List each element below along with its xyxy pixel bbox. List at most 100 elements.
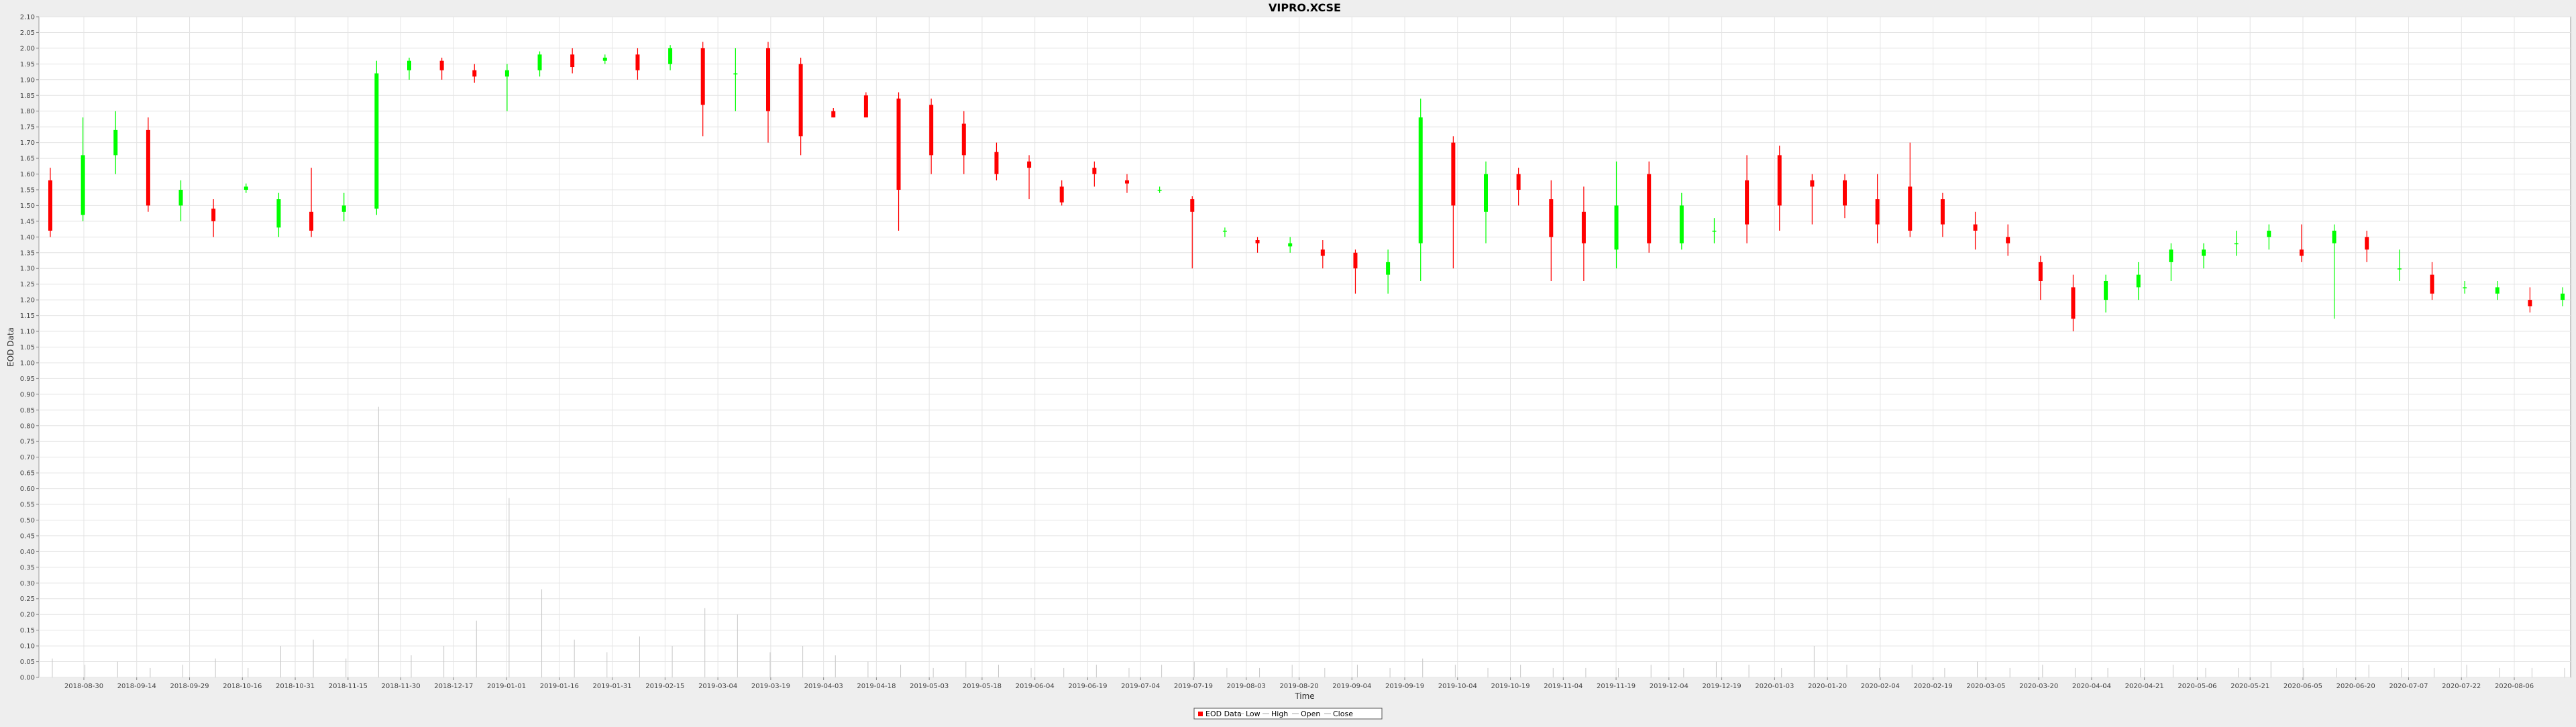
candle-body: [1027, 161, 1032, 168]
candle-body: [178, 189, 183, 206]
legend-item: Open: [1301, 710, 1320, 718]
y-tick-label: 1.60: [20, 171, 35, 178]
y-tick-label: 1.90: [20, 76, 35, 84]
candle-body: [1386, 262, 1391, 275]
y-tick-label: 0.60: [20, 486, 35, 493]
legend-box: [1193, 708, 1383, 720]
candle-body: [1125, 180, 1129, 184]
candle-body: [211, 209, 216, 221]
candle-body: [276, 199, 281, 228]
y-tick-label: 1.55: [20, 186, 35, 194]
candle-body: [2234, 243, 2239, 245]
y-tick-label: 2.10: [20, 14, 35, 21]
x-tick-label: 2020-07-22: [2442, 683, 2481, 690]
candle-body: [2397, 268, 2402, 270]
y-tick-label: 0.05: [20, 659, 35, 666]
y-tick-label: 0.80: [20, 423, 35, 430]
y-tick-label: 0.10: [20, 643, 35, 651]
x-tick-label: 2020-07-07: [2389, 683, 2428, 690]
candle-body: [80, 155, 85, 215]
x-tick-label: 2020-06-05: [2284, 683, 2322, 690]
candle-body: [146, 129, 150, 206]
x-tick-label: 2019-04-18: [857, 683, 896, 690]
candle-body: [1614, 205, 1619, 250]
candle-body: [1843, 180, 1847, 206]
candle-body: [2561, 293, 2565, 300]
candle-body: [1288, 243, 1293, 247]
candle-body: [472, 70, 477, 77]
y-tick-label: 0.50: [20, 517, 35, 524]
candle-body: [2202, 249, 2206, 256]
x-tick-label: 2018-10-16: [223, 683, 262, 690]
candle-body: [504, 70, 509, 77]
candle-body: [1973, 224, 1978, 231]
x-tick-label: 2019-12-19: [1703, 683, 1741, 690]
candle-body: [570, 54, 575, 68]
y-tick-label: 1.75: [20, 124, 35, 131]
y-tick-label: 1.50: [20, 203, 35, 210]
x-tick-label: 2018-11-30: [382, 683, 421, 690]
candle-body: [1810, 180, 1815, 187]
y-tick-label: 0.40: [20, 549, 35, 556]
y-tick-label: 0.00: [20, 675, 35, 682]
candle-body: [1875, 199, 1880, 225]
y-tick-label: 0.75: [20, 439, 35, 446]
y-tick-label: 0.25: [20, 596, 35, 603]
y-tick-label: 0.70: [20, 454, 35, 461]
x-tick-label: 2019-06-04: [1016, 683, 1055, 690]
x-tick-label: 2020-05-21: [2231, 683, 2269, 690]
candle-body: [1712, 230, 1717, 232]
candle-body: [2365, 237, 2369, 250]
candle-body: [766, 48, 770, 111]
y-tick-label: 0.15: [20, 627, 35, 634]
x-tick-label: 2020-01-20: [1808, 683, 1847, 690]
x-tick-label: 2020-02-19: [1914, 683, 1953, 690]
x-tick-label: 2019-01-31: [593, 683, 632, 690]
candle-body: [2136, 274, 2141, 288]
candle-body: [48, 180, 52, 231]
x-tick-label: 2019-03-19: [751, 683, 790, 690]
candle-body: [1908, 186, 1913, 231]
x-tick-label: 2019-11-04: [1544, 683, 1582, 690]
x-tick-label: 2019-06-19: [1068, 683, 1107, 690]
x-tick-label: 2019-09-04: [1332, 683, 1371, 690]
candle-body: [1451, 142, 1456, 206]
y-tick-label: 0.30: [20, 580, 35, 588]
y-tick-label: 1.30: [20, 266, 35, 273]
candle-body: [1320, 249, 1325, 256]
y-tick-label: 1.85: [20, 93, 35, 100]
y-tick-label: 1.40: [20, 234, 35, 241]
candle-body: [2071, 287, 2076, 319]
y-tick-label: 0.20: [20, 612, 35, 619]
y-tick-label: 1.20: [20, 297, 35, 304]
candle-body: [2267, 230, 2271, 237]
candle-body: [439, 60, 444, 70]
candle-body: [831, 111, 836, 118]
x-tick-label: 2020-04-04: [2072, 683, 2111, 690]
x-tick-label: 2020-04-21: [2125, 683, 2164, 690]
candle-body: [2038, 262, 2043, 281]
candle-body: [374, 73, 379, 209]
y-tick-label: 0.90: [20, 391, 35, 398]
x-tick-label: 2020-05-06: [2178, 683, 2216, 690]
y-tick-label: 0.45: [20, 533, 35, 540]
x-tick-label: 2019-08-20: [1279, 683, 1318, 690]
x-tick-label: 2019-07-04: [1121, 683, 1160, 690]
candle-body: [1940, 199, 1945, 225]
candle-body: [537, 54, 542, 70]
candle-body: [113, 129, 118, 156]
y-tick-label: 2.00: [20, 45, 35, 52]
y-tick-label: 1.70: [20, 139, 35, 147]
y-tick-label: 1.65: [20, 156, 35, 163]
candle-body: [1353, 252, 1358, 269]
y-tick-label: 0.35: [20, 564, 35, 571]
candle-body: [244, 186, 248, 190]
x-tick-label: 2019-10-19: [1491, 683, 1529, 690]
x-axis-label: Time: [1294, 691, 1314, 701]
chart-title: VIPRO.XCSE: [1269, 1, 1341, 14]
candle-body: [309, 211, 314, 231]
x-tick-label: 2019-11-19: [1597, 683, 1635, 690]
x-tick-label: 2019-05-18: [963, 683, 1002, 690]
candle-body: [1777, 155, 1782, 206]
